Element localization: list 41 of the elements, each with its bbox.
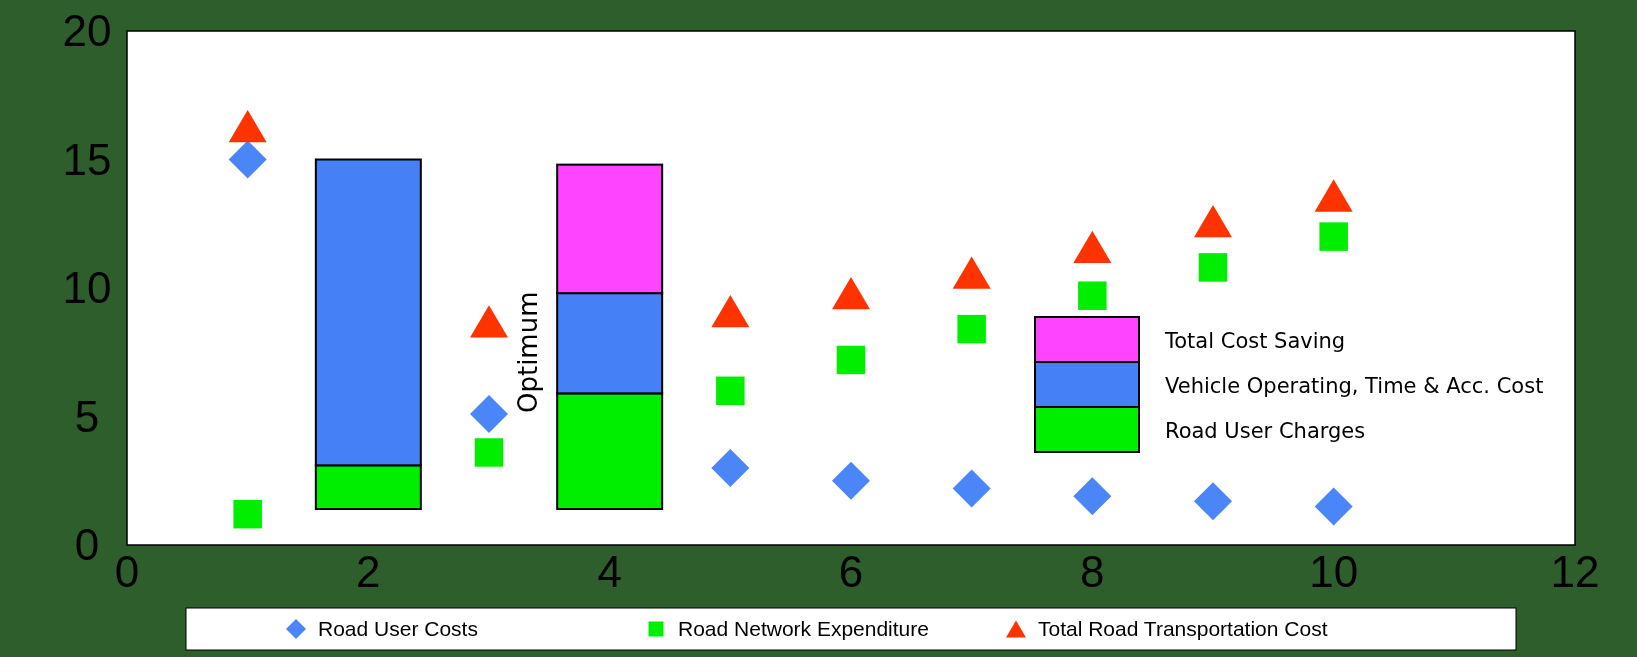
point bbox=[711, 294, 750, 328]
point bbox=[1194, 482, 1232, 521]
point bbox=[1314, 179, 1353, 212]
x-tick-label: 10 bbox=[1309, 547, 1359, 596]
y-tick-label: 20 bbox=[62, 6, 112, 56]
x-tick-label: 2 bbox=[356, 547, 381, 596]
point bbox=[957, 314, 986, 344]
point bbox=[470, 305, 508, 338]
point bbox=[952, 256, 991, 289]
y-tick-label: 15 bbox=[62, 134, 112, 184]
point bbox=[832, 276, 870, 310]
point bbox=[832, 461, 870, 500]
point bbox=[228, 109, 267, 143]
legend-label: Vehicle Operating, Time & Acc. Cost bbox=[1165, 373, 1544, 398]
x-tick-label: 6 bbox=[838, 547, 864, 596]
x-tick-label: 8 bbox=[1080, 547, 1105, 596]
point bbox=[228, 140, 267, 179]
x-tick-label: 12 bbox=[1550, 547, 1600, 596]
point bbox=[1194, 205, 1232, 238]
legend-label: Total Road Transportation Cost bbox=[1038, 617, 1328, 640]
point bbox=[716, 376, 745, 406]
legend-label: Total Cost Saving bbox=[1164, 328, 1346, 353]
annotation: Optimum bbox=[513, 291, 544, 414]
point bbox=[1314, 487, 1353, 526]
point bbox=[1198, 253, 1228, 282]
point bbox=[1319, 222, 1348, 251]
point bbox=[1073, 230, 1112, 264]
y-tick-label: 5 bbox=[74, 391, 100, 441]
point bbox=[470, 394, 508, 433]
point bbox=[952, 469, 991, 508]
x-tick-label: 4 bbox=[597, 547, 622, 596]
point bbox=[1078, 281, 1107, 310]
point bbox=[233, 499, 262, 529]
y-tick-label: 10 bbox=[62, 263, 112, 313]
point bbox=[711, 448, 750, 487]
point bbox=[474, 438, 504, 467]
legend-label: Road User Charges bbox=[1165, 418, 1366, 443]
point bbox=[1073, 477, 1112, 516]
legend-label: Road User Costs bbox=[318, 617, 478, 640]
legend-label: Road Network Expenditure bbox=[678, 617, 929, 640]
point bbox=[836, 345, 866, 375]
